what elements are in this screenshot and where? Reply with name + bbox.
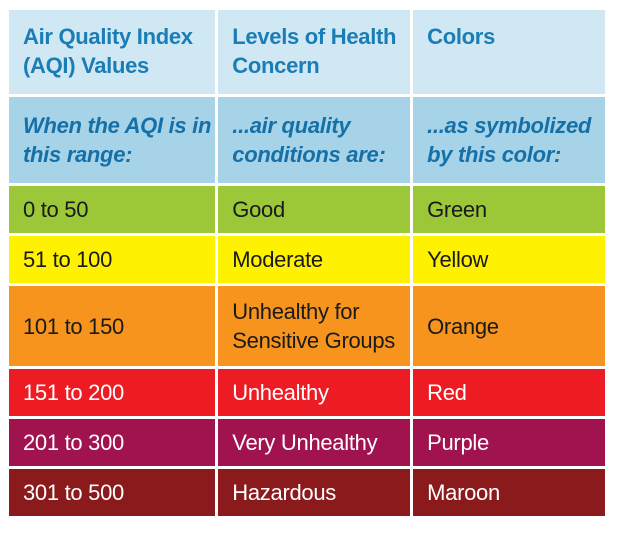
table-row: 51 to 100 Moderate Yellow	[9, 236, 605, 283]
color-name-cell: Red	[413, 369, 605, 416]
table-row: 201 to 300 Very Unhealthy Purple	[9, 419, 605, 466]
aqi-range-cell: 301 to 500	[9, 469, 216, 516]
health-level-cell: Unhealthy for Sensitive Groups	[218, 286, 411, 366]
color-name-cell: Green	[413, 186, 605, 233]
aqi-table: Air Quality Index (AQI) Values Levels of…	[6, 7, 608, 519]
color-name-cell: Maroon	[413, 469, 605, 516]
subheader-conditions: ...air quality conditions are:	[218, 97, 411, 183]
header-health-concern: Levels of Health Concern	[218, 10, 411, 94]
health-level-cell: Good	[218, 186, 411, 233]
aqi-range-cell: 51 to 100	[9, 236, 216, 283]
health-level-cell: Unhealthy	[218, 369, 411, 416]
subheader-row: When the AQI is in this range: ...air qu…	[9, 97, 605, 183]
color-name-cell: Yellow	[413, 236, 605, 283]
subheader-range: When the AQI is in this range:	[9, 97, 216, 183]
health-level-cell: Very Unhealthy	[218, 419, 411, 466]
table-row: 101 to 150 Unhealthy for Sensitive Group…	[9, 286, 605, 366]
aqi-range-cell: 0 to 50	[9, 186, 216, 233]
aqi-range-cell: 101 to 150	[9, 286, 216, 366]
header-aqi-values: Air Quality Index (AQI) Values	[9, 10, 216, 94]
table-row: 151 to 200 Unhealthy Red	[9, 369, 605, 416]
header-row: Air Quality Index (AQI) Values Levels of…	[9, 10, 605, 94]
color-name-cell: Orange	[413, 286, 605, 366]
color-name-cell: Purple	[413, 419, 605, 466]
health-level-cell: Moderate	[218, 236, 411, 283]
aqi-range-cell: 151 to 200	[9, 369, 216, 416]
subheader-color: ...as symbolized by this color:	[413, 97, 605, 183]
table-row: 301 to 500 Hazardous Maroon	[9, 469, 605, 516]
aqi-range-cell: 201 to 300	[9, 419, 216, 466]
health-level-cell: Hazardous	[218, 469, 411, 516]
table-row: 0 to 50 Good Green	[9, 186, 605, 233]
header-colors: Colors	[413, 10, 605, 94]
